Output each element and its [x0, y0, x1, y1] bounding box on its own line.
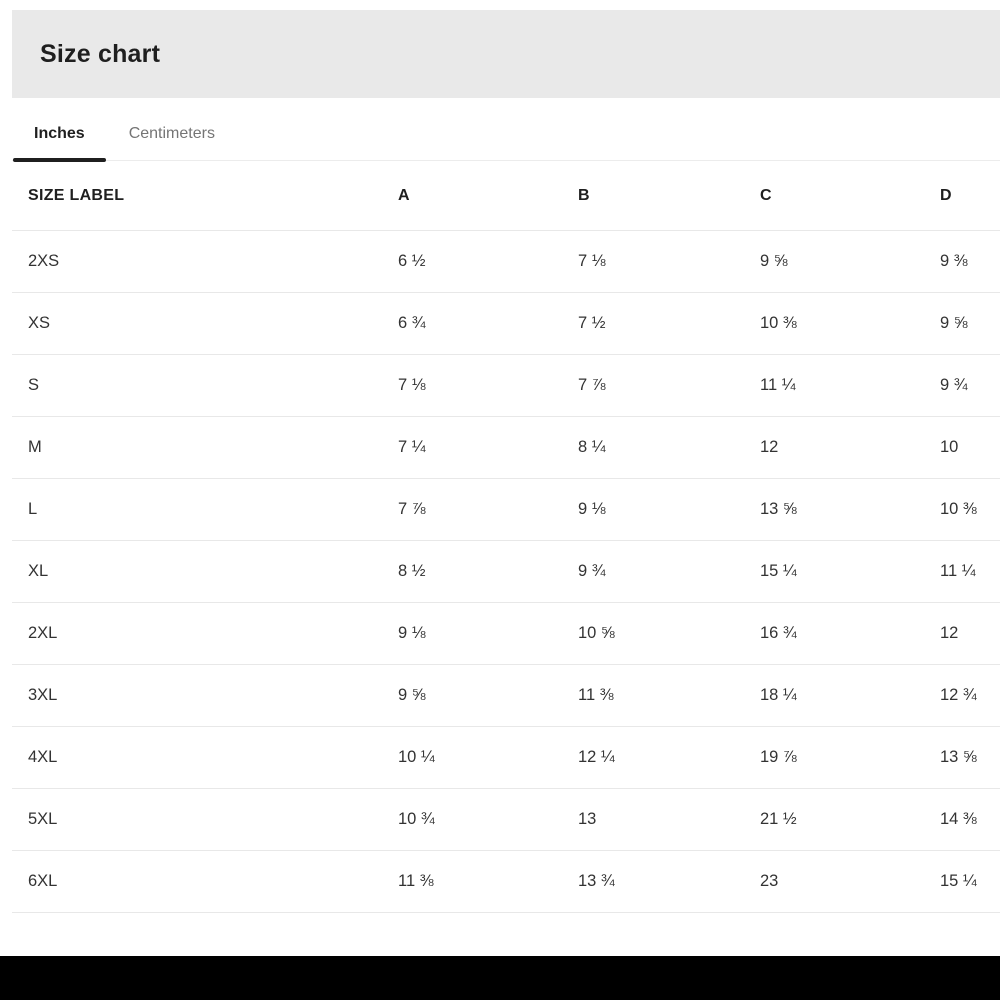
measurement-cell: 19 ⅞ — [760, 726, 940, 789]
table-row: 2XL 9 ⅛ 10 ⅝ 16 ¾ 12 — [12, 602, 1000, 665]
size-label-cell: S — [12, 354, 398, 417]
panel-header: Size chart — [12, 10, 1000, 98]
measurement-cell: 7 ⅞ — [398, 478, 578, 541]
measurement-cell: 10 ¾ — [398, 788, 578, 851]
table-row: 3XL 9 ⅝ 11 ⅜ 18 ¼ 12 ¾ — [12, 664, 1000, 727]
measurement-cell: 10 ¼ — [398, 726, 578, 789]
measurement-cell: 7 ⅛ — [398, 354, 578, 417]
measurement-cell: 10 — [940, 416, 1000, 479]
size-label-cell: 3XL — [12, 664, 398, 727]
measurement-cell: 6 ½ — [398, 230, 578, 293]
measurement-cell: 12 ¼ — [578, 726, 760, 789]
measurement-cell: 9 ⅛ — [398, 602, 578, 665]
size-label-cell: L — [12, 478, 398, 541]
column-header-a: A — [398, 161, 578, 231]
size-label-cell: M — [12, 416, 398, 479]
size-label-cell: 2XS — [12, 230, 398, 293]
page-title: Size chart — [40, 39, 161, 68]
column-header-b: B — [578, 161, 760, 231]
measurement-cell: 11 ¼ — [940, 540, 1000, 603]
measurement-cell: 9 ⅜ — [940, 230, 1000, 293]
measurement-cell: 12 — [760, 416, 940, 479]
measurement-cell: 10 ⅜ — [760, 292, 940, 355]
size-label-cell: XL — [12, 540, 398, 603]
measurement-cell: 10 ⅜ — [940, 478, 1000, 541]
table-header-row: SIZE LABEL A B C D — [12, 161, 1000, 231]
column-header-c: C — [760, 161, 940, 231]
measurement-cell: 13 ⅝ — [760, 478, 940, 541]
measurement-cell: 8 ¼ — [578, 416, 760, 479]
measurement-cell: 6 ¾ — [398, 292, 578, 355]
table-row: 5XL 10 ¾ 13 21 ½ 14 ⅜ — [12, 788, 1000, 851]
measurement-cell: 13 ⅝ — [940, 726, 1000, 789]
measurement-cell: 9 ¾ — [578, 540, 760, 603]
tab-inches[interactable]: Inches — [12, 110, 107, 162]
table-row: 4XL 10 ¼ 12 ¼ 19 ⅞ 13 ⅝ — [12, 726, 1000, 789]
unit-tabs: Inches Centimeters — [12, 110, 1000, 162]
measurement-cell: 21 ½ — [760, 788, 940, 851]
measurement-cell: 10 ⅝ — [578, 602, 760, 665]
measurement-cell: 9 ⅝ — [760, 230, 940, 293]
size-label-cell: XS — [12, 292, 398, 355]
measurement-cell: 12 — [940, 602, 1000, 665]
measurement-cell: 8 ½ — [398, 540, 578, 603]
measurement-cell: 9 ¾ — [940, 354, 1000, 417]
size-label-cell: 2XL — [12, 602, 398, 665]
measurement-cell: 15 ¼ — [760, 540, 940, 603]
measurement-cell: 9 ⅝ — [940, 292, 1000, 355]
measurement-cell: 15 ¼ — [940, 850, 1000, 913]
measurement-cell: 7 ⅛ — [578, 230, 760, 293]
tab-centimeters[interactable]: Centimeters — [128, 125, 215, 142]
measurement-cell: 11 ⅜ — [398, 850, 578, 913]
measurement-cell: 9 ⅛ — [578, 478, 760, 541]
size-label-cell: 4XL — [12, 726, 398, 789]
bottom-system-bar — [0, 956, 1000, 1000]
measurement-cell: 18 ¼ — [760, 664, 940, 727]
measurement-cell: 13 ¾ — [578, 850, 760, 913]
measurement-cell: 7 ⅞ — [578, 354, 760, 417]
measurement-cell: 14 ⅜ — [940, 788, 1000, 851]
measurement-cell: 7 ½ — [578, 292, 760, 355]
measurement-cell: 12 ¾ — [940, 664, 1000, 727]
size-label-cell: 5XL — [12, 788, 398, 851]
measurement-cell: 11 ⅜ — [578, 664, 760, 727]
measurement-cell: 7 ¼ — [398, 416, 578, 479]
size-chart-panel: Size chart Inches Centimeters SIZE LABEL… — [12, 10, 1000, 913]
size-label-cell: 6XL — [12, 850, 398, 913]
measurement-cell: 16 ¾ — [760, 602, 940, 665]
measurement-cell: 9 ⅝ — [398, 664, 578, 727]
column-header-size-label: SIZE LABEL — [12, 161, 398, 231]
column-header-d: D — [940, 161, 1000, 231]
table-row: 6XL 11 ⅜ 13 ¾ 23 15 ¼ — [12, 850, 1000, 913]
measurement-cell: 11 ¼ — [760, 354, 940, 417]
measurement-cell: 13 — [578, 788, 760, 851]
measurement-cell: 23 — [760, 850, 940, 913]
